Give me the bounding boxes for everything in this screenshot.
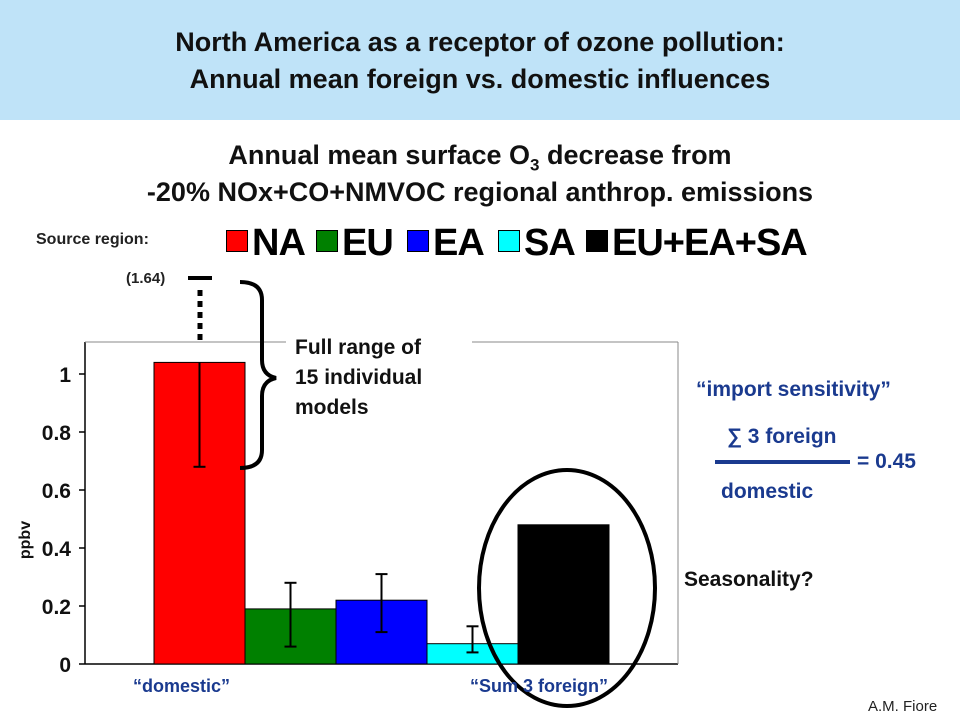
author-credit: A.M. Fiore: [868, 698, 938, 715]
range-curly-brace: [239, 280, 277, 470]
chart-error-bars: [193, 362, 479, 654]
y-tick-label: 1: [59, 364, 71, 387]
subtitle-rest-text: decrease from: [539, 140, 732, 170]
legend-swatch-sa: [498, 230, 520, 252]
y-tick-label: 0.2: [42, 596, 71, 619]
chart-subtitle-line-2: -20% NOx+CO+NMVOC regional anthrop. emis…: [146, 177, 814, 207]
chart-bars: [153, 361, 610, 665]
legend-swatch-eu-ea-sa: [586, 230, 608, 252]
legend-swatch-ea: [407, 230, 429, 252]
domestic-caption: “domestic”: [133, 676, 231, 696]
legend-label-na: NA: [252, 222, 306, 264]
range-note-box: [286, 336, 472, 432]
ratio-value: = 0.45: [857, 450, 916, 473]
banner-title-line-2: Annual mean foreign vs. domestic influen…: [189, 64, 771, 94]
import-sensitivity-label: “import sensitivity”: [696, 378, 891, 401]
bar-eu-ea-sa: [517, 524, 610, 665]
range-note-line-3: models: [295, 396, 369, 419]
subtitle-main-text: Annual mean surface O: [228, 140, 530, 170]
chart-axes: 0 0.2 0.4 0.6 0.8 1 ppbv: [17, 341, 679, 677]
y-tick-label: 0: [59, 654, 71, 677]
y-tick-label: 0.4: [42, 538, 72, 561]
title-banner: North America as a receptor of ozone pol…: [0, 0, 960, 120]
legend-swatch-na: [226, 230, 248, 252]
legend-label-sa: SA: [524, 222, 576, 264]
legend-label-ea: EA: [433, 222, 485, 264]
subtitle-subscript: 3: [530, 155, 540, 175]
legend-caption: Source region:: [36, 231, 149, 248]
banner-title-line-1: North America as a receptor of ozone pol…: [175, 27, 785, 57]
y-axis-label: ppbv: [17, 521, 34, 559]
seasonality-label: Seasonality?: [684, 568, 814, 591]
sum-foreign-label: ∑ 3 foreign: [727, 425, 837, 448]
range-note-line-2: 15 individual: [295, 366, 423, 389]
y-tick-label: 0.6: [42, 480, 71, 503]
max-value-label: (1.64): [126, 270, 166, 287]
legend-label-eu-ea-sa: EU+EA+SA: [612, 222, 808, 264]
legend-label-eu: EU: [342, 222, 394, 264]
foreign-highlight-ellipse: [477, 468, 657, 708]
foreign-caption: “Sum 3 foreign”: [470, 676, 609, 696]
domestic-denominator-label: domestic: [721, 480, 814, 503]
chart-subtitle-line-1: Annual mean surface O3 decrease from: [0, 140, 960, 175]
range-note-line-1: Full range of: [295, 336, 421, 359]
y-tick-label: 0.8: [42, 422, 72, 445]
legend-swatch-eu: [316, 230, 338, 252]
